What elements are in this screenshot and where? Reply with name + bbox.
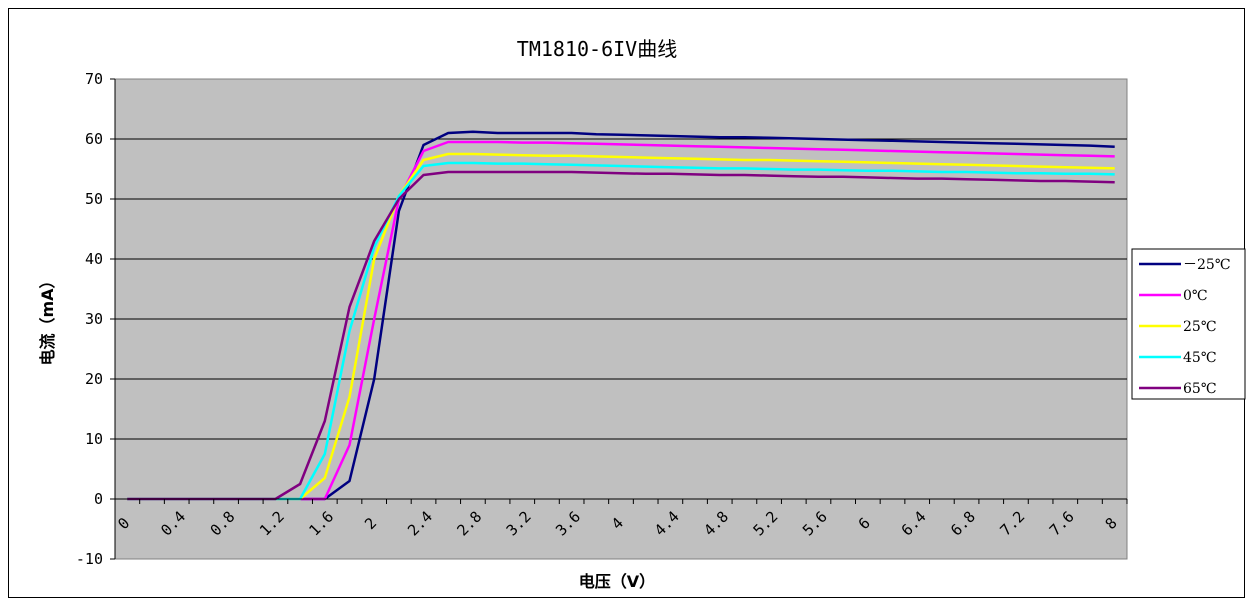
y-tick-label: 70 — [85, 70, 103, 88]
legend-label: 65℃ — [1183, 381, 1216, 397]
y-tick-label: 30 — [85, 310, 103, 328]
y-tick-label: -10 — [76, 550, 103, 568]
x-axis-label: 电压（V） — [579, 572, 655, 591]
y-tick-label: 20 — [85, 370, 103, 388]
y-tick-label: 10 — [85, 430, 103, 448]
legend-label: 25℃ — [1183, 319, 1216, 335]
legend-box — [1131, 248, 1246, 400]
gridlines — [115, 138, 1127, 440]
y-axis-label: 电流（mA） — [38, 272, 57, 365]
legend-label: －25℃ — [1183, 257, 1230, 273]
y-tick-label: 60 — [85, 130, 103, 148]
y-tick-label: 0 — [94, 490, 103, 508]
legend-label: 0℃ — [1183, 288, 1208, 304]
series-line — [127, 170, 1115, 501]
legend-label: 45℃ — [1183, 350, 1216, 366]
y-tick-label: 50 — [85, 190, 103, 208]
chart-title: TM1810-6IV曲线 — [517, 37, 677, 61]
chart-frame: -10 0 10 20 30 40 50 60 70 0 0.4 0.8 1.2 1.6 2 2.4 2.8 3.… — [8, 8, 1246, 598]
legend: －25℃ 0℃ 25℃ 45℃ 65℃ — [1131, 248, 1246, 400]
y-tick-label: 40 — [85, 250, 103, 268]
